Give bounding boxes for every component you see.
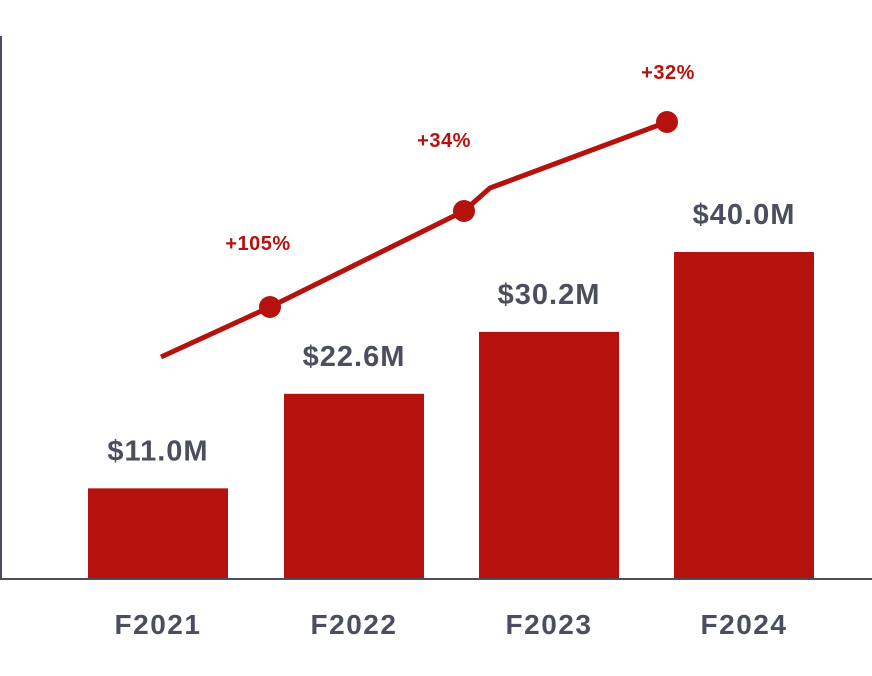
- category-label-f2023: F2023: [506, 609, 593, 640]
- value-label-f2021: $11.0M: [107, 435, 208, 467]
- value-label-group: $11.0M $22.6M $30.2M $40.0M: [107, 199, 796, 467]
- value-label-f2023: $30.2M: [498, 279, 601, 311]
- bar-f2023: [479, 331, 619, 578]
- value-label-f2022: $22.6M: [303, 341, 406, 373]
- value-label-f2024: $40.0M: [693, 199, 796, 231]
- bar-f2024: [674, 252, 814, 578]
- bar-f2021: [88, 488, 228, 578]
- growth-label-f2023: +34%: [417, 130, 471, 152]
- category-label-group: F2021 F2022 F2023 F2024: [115, 609, 788, 640]
- growth-point-f2022: [259, 296, 281, 318]
- growth-label-f2024: +32%: [641, 62, 695, 84]
- growth-label-group: +105% +34% +32%: [225, 62, 695, 255]
- category-label-f2021: F2021: [115, 609, 202, 640]
- category-label-f2024: F2024: [701, 609, 788, 640]
- growth-point-group: [259, 111, 678, 318]
- bar-group: [88, 252, 814, 578]
- bar-f2022: [284, 393, 424, 578]
- growth-point-f2024: [656, 111, 678, 133]
- growth-point-f2023: [453, 200, 475, 222]
- growth-label-f2022: +105%: [225, 233, 290, 255]
- category-label-f2022: F2022: [311, 609, 398, 640]
